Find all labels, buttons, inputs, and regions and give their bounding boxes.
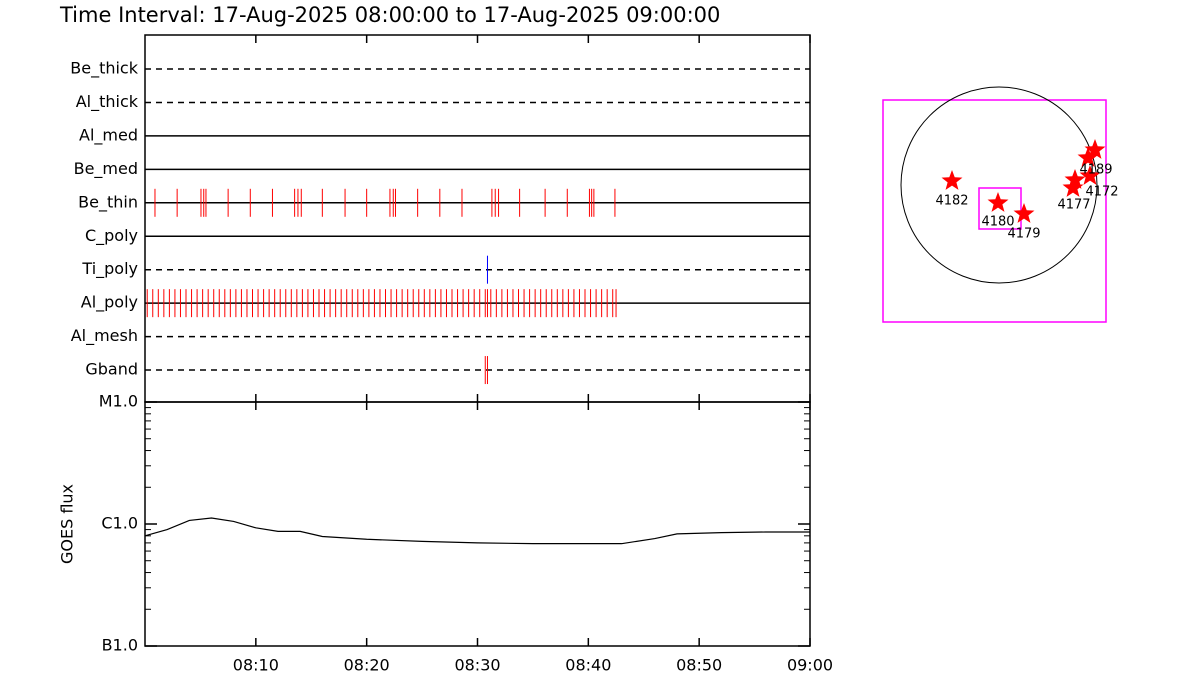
fov-box <box>882 99 1107 323</box>
region-label: 4180 <box>981 215 1014 230</box>
x-tick-label: 08:50 <box>676 656 722 675</box>
x-tick-label: 08:40 <box>565 656 611 675</box>
filter-label: Gband <box>85 360 138 379</box>
region-label: 4172 <box>1085 185 1118 200</box>
filter-label: Be_thick <box>70 59 138 79</box>
filter-label: Be_thin <box>78 192 138 212</box>
region-label: 4179 <box>1007 227 1040 242</box>
target-box <box>978 187 1022 230</box>
y-tick-label: B1.0 <box>102 636 138 655</box>
region-label: 4189 <box>1079 163 1112 178</box>
x-tick-label: 08:30 <box>454 656 500 675</box>
x-tick-label: 09:00 <box>787 656 833 675</box>
region-star <box>1079 165 1101 185</box>
region-label: 4182 <box>935 194 968 209</box>
filter-label: Be_med <box>74 159 138 179</box>
y-axis-label: GOES flux <box>58 484 77 564</box>
region-star <box>941 170 963 190</box>
region-label: 4177 <box>1057 198 1090 213</box>
x-tick-label: 08:10 <box>233 656 279 675</box>
region-star <box>1084 139 1106 159</box>
filter-label: Al_med <box>79 125 138 145</box>
filter-label: Al_thick <box>76 92 139 112</box>
chart-title: Time Interval: 17-Aug-2025 08:00:00 to 1… <box>59 3 720 27</box>
solar-disk <box>900 86 1098 284</box>
region-star <box>1077 147 1099 167</box>
x-tick-label: 08:20 <box>344 656 390 675</box>
goes-frame <box>144 401 811 647</box>
region-star <box>1064 169 1086 189</box>
goes-line <box>144 517 810 545</box>
y-tick-label: C1.0 <box>101 514 138 533</box>
region-star <box>1062 177 1084 197</box>
filter-label: Ti_poly <box>81 259 138 279</box>
region-star <box>1013 203 1035 223</box>
filter-label: C_poly <box>85 226 138 246</box>
filter-label: Al_poly <box>81 293 138 313</box>
filter-label: Al_mesh <box>71 326 138 346</box>
y-tick-label: M1.0 <box>99 392 138 411</box>
timeline-frame <box>144 34 811 403</box>
region-star <box>987 192 1009 212</box>
